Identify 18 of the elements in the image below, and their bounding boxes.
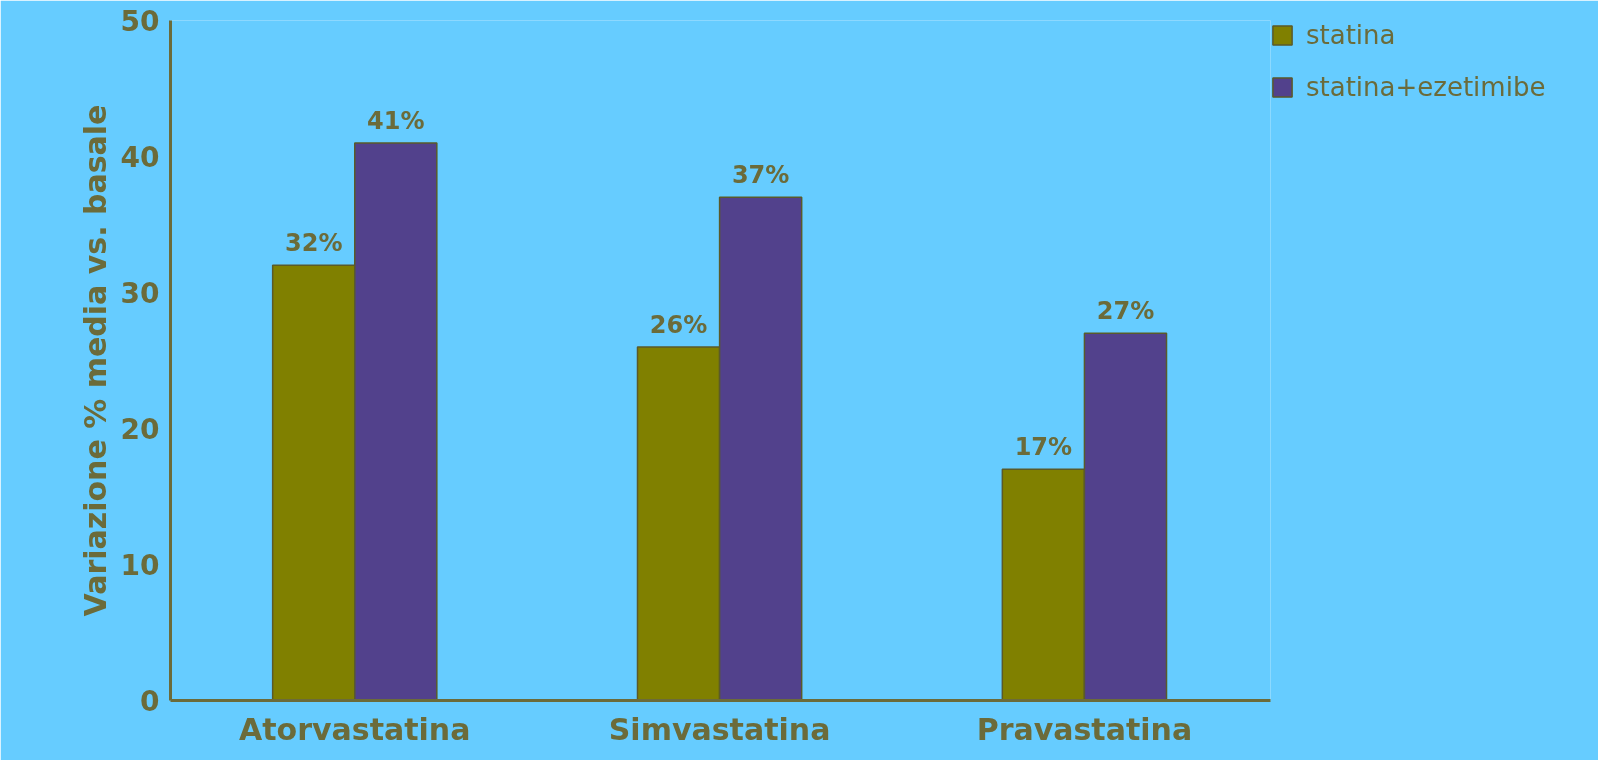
y-tick-label: 20 bbox=[120, 413, 160, 446]
data-label: 26% bbox=[649, 310, 708, 339]
data-label: 27% bbox=[1096, 297, 1155, 326]
data-label: 41% bbox=[367, 106, 425, 135]
x-tick-label: Simvastatina bbox=[608, 711, 831, 747]
y-tick-label: 40 bbox=[120, 141, 160, 174]
legend-label: statina bbox=[1306, 20, 1396, 50]
y-tick-label: 30 bbox=[120, 277, 160, 310]
data-label: 32% bbox=[284, 229, 343, 258]
x-tick-label: Pravastatina bbox=[976, 711, 1193, 747]
y-tick-label: 10 bbox=[120, 549, 160, 582]
x-tick-label: Atorvastatina bbox=[239, 711, 471, 747]
data-label: 37% bbox=[731, 161, 790, 190]
data-label: 17% bbox=[1014, 433, 1073, 462]
y-tick-label: 50 bbox=[120, 5, 160, 38]
legend-label: statina+ezetimibe bbox=[1306, 72, 1546, 102]
y-axis-title: Variazione % media vs. basale bbox=[77, 104, 113, 617]
y-tick-label: 0 bbox=[140, 685, 160, 718]
